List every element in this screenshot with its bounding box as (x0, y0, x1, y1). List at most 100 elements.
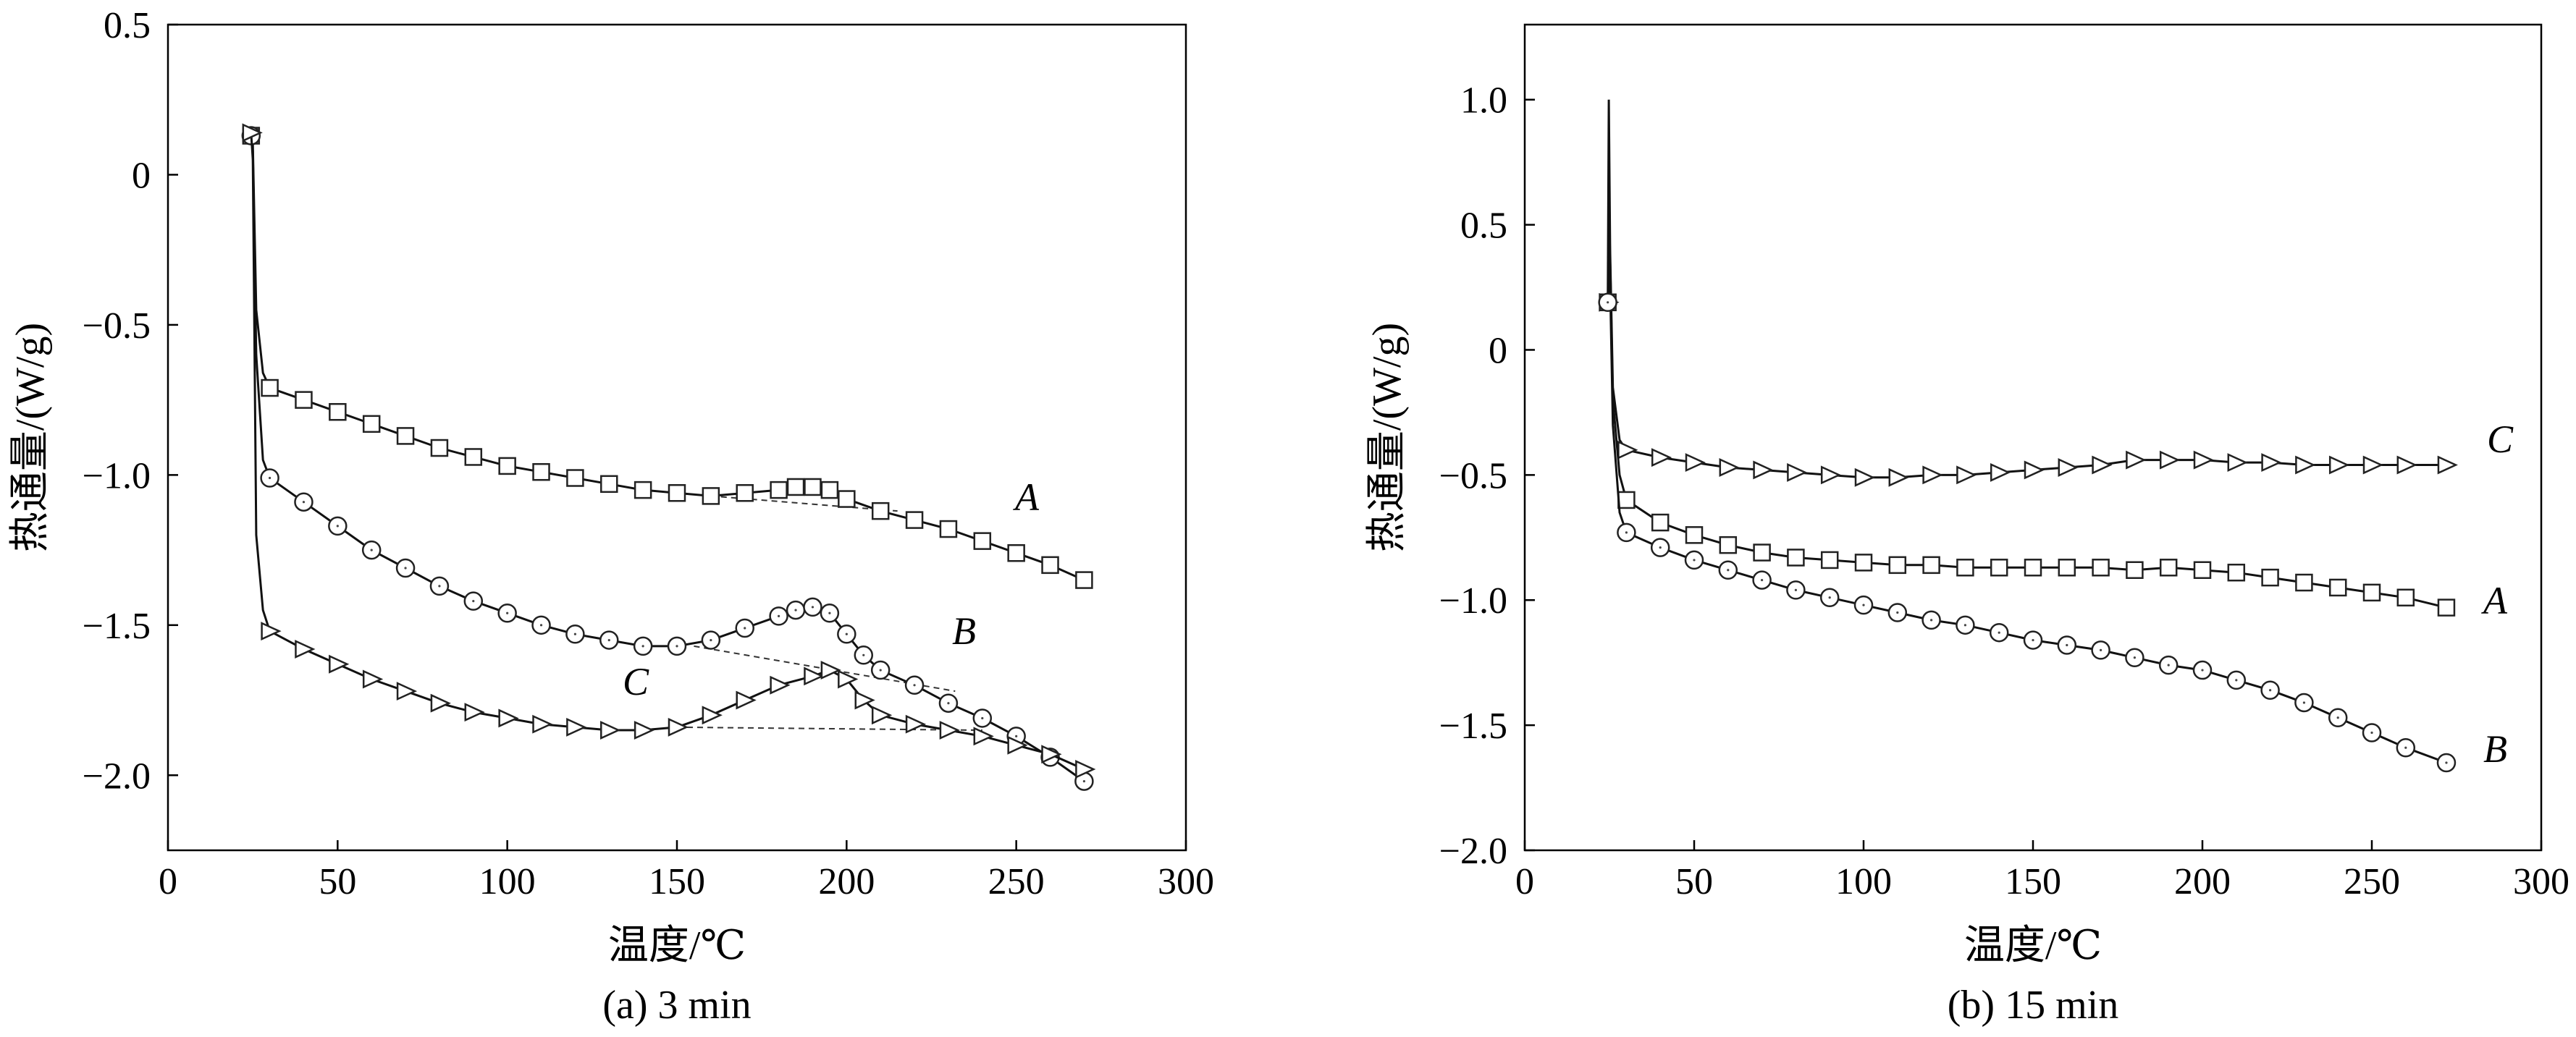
data-point-A (532, 462, 550, 481)
data-point-B-dot (862, 653, 865, 656)
data-point-A (1685, 526, 1704, 544)
data-point-A (430, 439, 449, 457)
data-point-C (2058, 458, 2079, 477)
data-point-A (566, 469, 584, 487)
data-point-A (1719, 536, 1738, 554)
data-point-C (2227, 453, 2248, 473)
series-label-A: A (1013, 475, 1040, 519)
data-point-B-dot (269, 476, 272, 480)
x-tick-label: 100 (479, 861, 536, 902)
data-point-B-dot (302, 501, 306, 504)
data-point-B-dot (1963, 624, 1966, 627)
data-point-A (1922, 556, 1940, 575)
data-point-C (2193, 450, 2215, 470)
data-point-B-dot (2336, 716, 2339, 719)
y-tick-label: −1.5 (83, 606, 151, 647)
data-point-C (2437, 455, 2458, 475)
data-point-A (1075, 571, 1093, 589)
data-point-A (770, 481, 788, 499)
data-point-B-dot (506, 611, 509, 614)
data-point-B-dot (1659, 546, 1662, 549)
data-point-B-dot (811, 606, 815, 609)
series-label-A: A (2481, 579, 2508, 622)
data-point-C (430, 693, 451, 713)
data-point-A (1787, 549, 1805, 567)
x-tick-label: 100 (1835, 861, 1892, 902)
data-point-A (905, 511, 924, 529)
data-point-A (634, 481, 652, 499)
x-tick-label: 0 (159, 861, 177, 902)
data-point-C (905, 714, 927, 734)
y-tick-label: 1.0 (1460, 80, 1507, 122)
data-point-C (1956, 465, 1977, 485)
data-point-A (464, 448, 483, 466)
data-point-A (1753, 543, 1771, 562)
data-point-A (396, 427, 415, 445)
data-point-C (2328, 455, 2350, 475)
data-point-A (2193, 561, 2212, 580)
series-label-B: B (952, 609, 976, 653)
data-point-C (1854, 467, 1876, 487)
data-point-C (2295, 455, 2316, 475)
y-tick-label: −0.5 (83, 305, 151, 347)
data-point-B-dot (1082, 779, 1085, 783)
data-point-B-dot (1761, 578, 1764, 582)
data-point-A (295, 391, 313, 409)
x-tick-label: 50 (319, 861, 356, 902)
chart-a: 0 50 100 150 200 250 300 0.5 0 −0.5 −1.0 −1.5 −2.0 温度… (8, 5, 1214, 1028)
data-point-C (532, 714, 553, 734)
series-line-B (250, 135, 1085, 782)
x-tick-label: 200 (2174, 861, 2231, 902)
data-point-C (1685, 453, 1706, 473)
data-point-B-dot (370, 549, 373, 551)
x-axis-label: 温度/℃ (1964, 923, 2102, 968)
data-point-C (1007, 735, 1028, 755)
y-tick-label: −0.5 (1439, 455, 1507, 496)
series-C: C (1599, 99, 2514, 487)
data-point-A (2437, 598, 2456, 617)
data-point-B-dot (675, 645, 678, 648)
data-point-B-dot (2269, 689, 2272, 692)
data-point-C (2024, 460, 2045, 480)
data-point-B-dot (1896, 611, 1899, 614)
data-point-C (668, 717, 689, 737)
data-point-B-dot (2032, 638, 2034, 642)
data-point-C (362, 669, 384, 689)
x-tick-label: 250 (2344, 861, 2400, 902)
figure-caption: (a) 3 min (602, 983, 751, 1028)
data-point-C (1719, 458, 1740, 477)
x-axis-label: 温度/℃ (608, 923, 746, 968)
data-point-C (1922, 465, 1943, 485)
series-line-A (250, 135, 1085, 581)
x-tick-label: 300 (1158, 861, 1214, 902)
data-point-C (736, 690, 757, 710)
data-point-C (820, 661, 841, 680)
y-tick-label: −1.0 (83, 455, 151, 496)
data-point-A (1820, 551, 1839, 570)
data-point-B-dot (2302, 701, 2305, 704)
data-point-A (973, 532, 992, 550)
data-point-B-dot (2167, 664, 2170, 666)
data-point-B-dot (778, 614, 780, 617)
data-point-A (498, 457, 516, 475)
series-label-C: C (2487, 418, 2514, 461)
data-point-C (2126, 450, 2147, 470)
data-point-B-dot (404, 567, 407, 570)
data-point-C (702, 706, 723, 725)
data-point-C (2159, 450, 2181, 470)
data-point-C (2261, 453, 2282, 473)
data-point-B-dot (573, 632, 577, 635)
data-point-C (1651, 448, 1672, 467)
y-tick-label: −1.5 (1439, 706, 1507, 747)
x-tick-label: 50 (1675, 861, 1713, 902)
data-point-A (1617, 491, 1636, 509)
data-point-C (1617, 440, 1638, 460)
data-point-C (1753, 460, 1774, 480)
data-point-B-dot (2066, 643, 2068, 647)
data-point-B-dot (2370, 731, 2373, 735)
data-point-C (261, 622, 282, 641)
y-axis-label: 热通量/(W/g) (1365, 323, 1410, 552)
data-point-B-dot (2201, 669, 2204, 672)
data-point-A (2295, 573, 2313, 592)
data-point-B-dot (828, 611, 831, 614)
